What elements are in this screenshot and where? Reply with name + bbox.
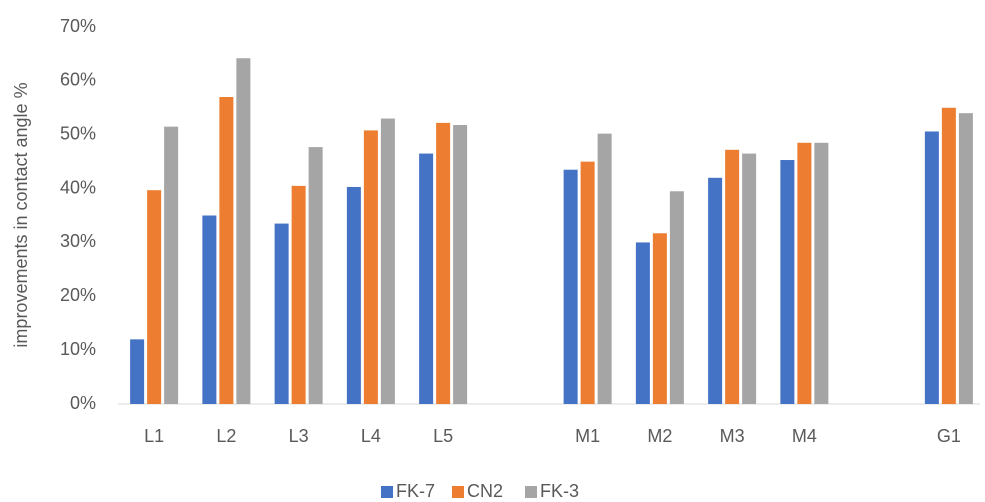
x-tick-label: L4 xyxy=(361,426,381,446)
bar xyxy=(652,233,667,404)
bar xyxy=(563,169,578,404)
bar xyxy=(436,122,451,404)
bar xyxy=(814,142,829,405)
bar xyxy=(597,133,612,404)
x-tick-label: L5 xyxy=(433,426,453,446)
x-tick-label: M3 xyxy=(720,426,745,446)
bar xyxy=(941,107,956,405)
bar xyxy=(202,215,217,404)
bar xyxy=(274,223,289,404)
bar xyxy=(797,142,812,405)
bar xyxy=(580,161,595,404)
y-tick-label: 10% xyxy=(60,339,96,359)
bar xyxy=(380,118,395,405)
y-tick-label: 70% xyxy=(60,16,96,36)
bar xyxy=(708,177,723,404)
legend-label: FK-3 xyxy=(540,481,579,501)
bar xyxy=(236,58,251,404)
bar xyxy=(130,339,145,404)
bar xyxy=(742,153,757,404)
bar xyxy=(669,191,684,404)
legend-swatch xyxy=(525,486,537,498)
bar xyxy=(780,160,795,404)
y-tick-label: 60% xyxy=(60,70,96,90)
bar xyxy=(219,97,234,404)
legend-label: CN2 xyxy=(467,481,503,501)
x-tick-label: M2 xyxy=(647,426,672,446)
x-tick-label: L3 xyxy=(289,426,309,446)
bar xyxy=(164,126,179,404)
x-tick-label: L2 xyxy=(216,426,236,446)
y-tick-label: 30% xyxy=(60,231,96,251)
x-tick-label: G1 xyxy=(937,426,961,446)
x-tick-label: M4 xyxy=(792,426,817,446)
y-tick-label: 50% xyxy=(60,123,96,143)
bar xyxy=(147,190,162,404)
bar xyxy=(453,125,468,405)
y-tick-label: 0% xyxy=(70,393,96,413)
legend-swatch xyxy=(381,486,393,498)
bar xyxy=(308,147,323,404)
bar xyxy=(924,131,939,405)
x-tick-label: M1 xyxy=(575,426,600,446)
bar xyxy=(363,130,378,405)
legend-swatch xyxy=(452,486,464,498)
x-tick-label: L1 xyxy=(144,426,164,446)
legend-label: FK-7 xyxy=(396,481,435,501)
bar xyxy=(346,186,361,404)
bar xyxy=(958,113,973,405)
bar xyxy=(419,153,434,404)
bar xyxy=(291,185,306,404)
bar xyxy=(725,149,740,404)
y-tick-label: 20% xyxy=(60,285,96,305)
bar xyxy=(635,242,650,404)
y-tick-label: 40% xyxy=(60,177,96,197)
y-axis-label: improvements in contact angle % xyxy=(11,82,31,347)
